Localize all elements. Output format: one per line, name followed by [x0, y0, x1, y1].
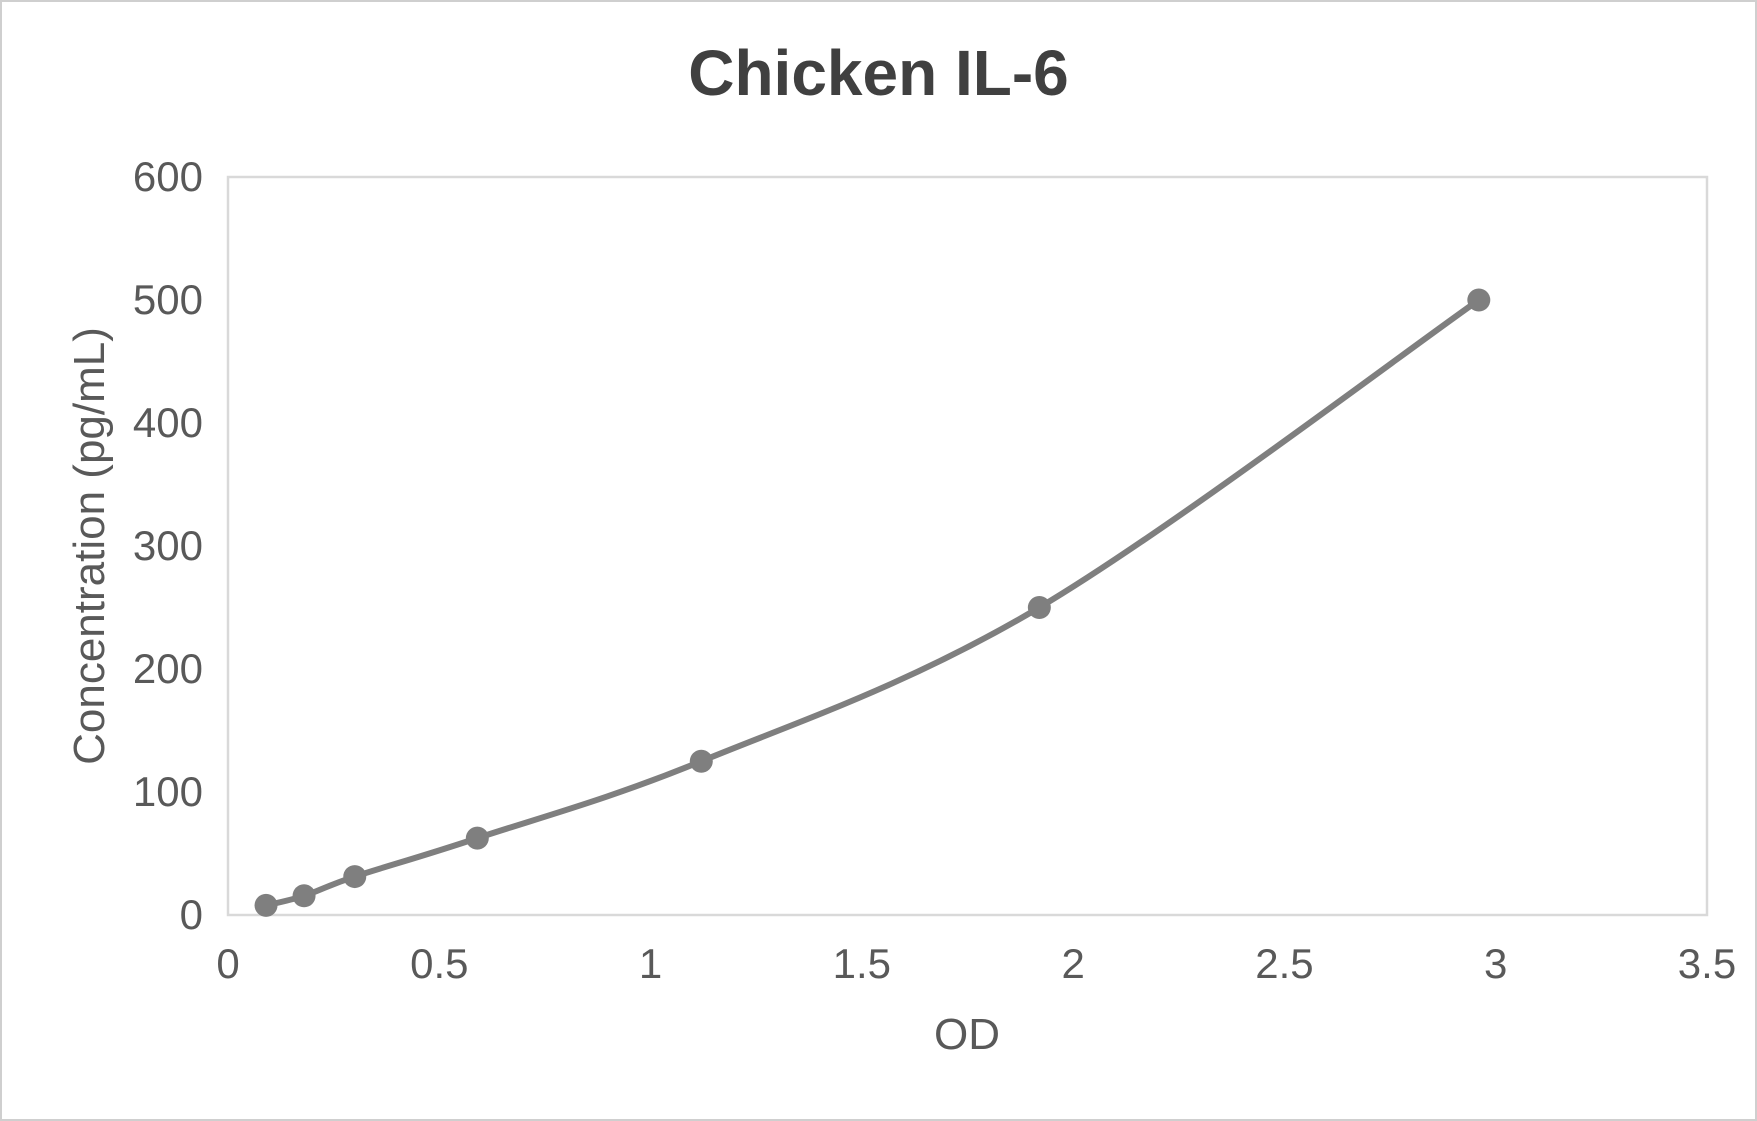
data-point-marker — [254, 893, 278, 917]
series-line — [263, 297, 1482, 909]
plot-border — [226, 175, 1709, 917]
data-point-marker — [1467, 288, 1491, 312]
x-axis-title: OD — [934, 1010, 1000, 1059]
y-tick-label: 100 — [132, 768, 203, 815]
data-point-marker — [1027, 596, 1051, 619]
x-tick-label: 3.5 — [1677, 940, 1737, 987]
x-tick-label: 3 — [1484, 940, 1508, 987]
x-tick-label: 1 — [638, 940, 663, 987]
y-tick-label: 0 — [179, 891, 203, 938]
x-tick-label: 2.5 — [1255, 940, 1314, 987]
y-tick-label: 600 — [132, 153, 203, 200]
data-point-marker — [465, 826, 489, 850]
data-point-marker — [689, 749, 713, 773]
x-tick-label: 2 — [1061, 940, 1085, 987]
y-tick-label: 400 — [132, 399, 203, 446]
data-point-marker — [343, 865, 367, 889]
data-point-marker — [292, 884, 316, 908]
x-tick-label: 0 — [216, 940, 240, 987]
y-tick-label: 300 — [132, 522, 203, 569]
x-tick-label: 0.5 — [410, 940, 469, 987]
y-tick-label: 500 — [132, 276, 203, 323]
x-tick-label: 1.5 — [832, 940, 892, 987]
y-tick-label: 200 — [132, 645, 203, 692]
chart-title: Chicken IL-6 — [688, 37, 1069, 109]
